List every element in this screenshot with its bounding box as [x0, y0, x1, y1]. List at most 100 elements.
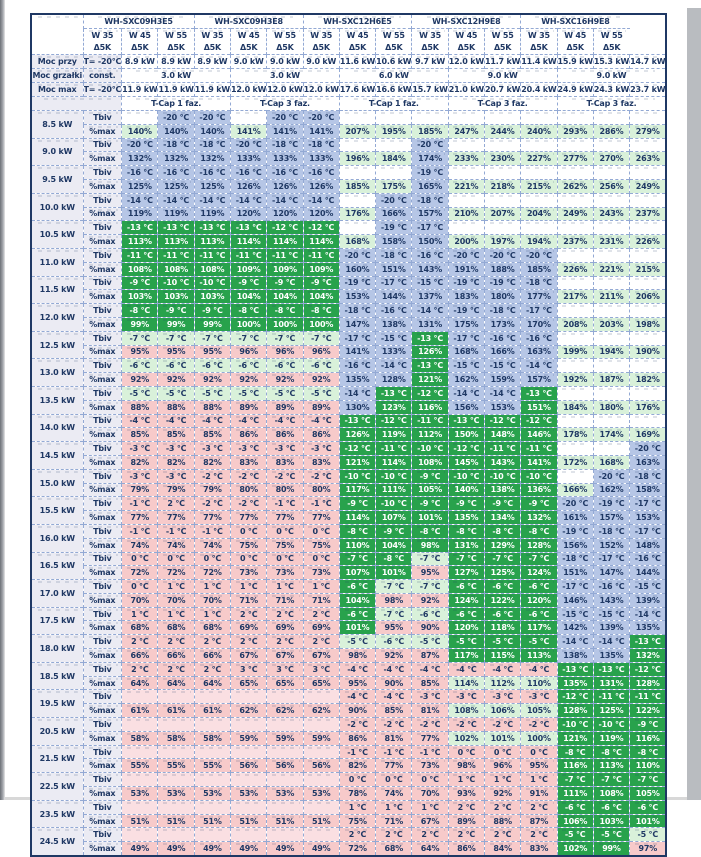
label-moc-przy: Moc przy [30, 54, 83, 69]
tbiv-cell: -12 °C [411, 385, 449, 401]
tbiv-cell [556, 137, 594, 152]
pmax-cell: 262% [556, 178, 594, 194]
pmax-cell: 211% [592, 289, 630, 304]
pmax-label: %max [82, 178, 122, 194]
tbiv-cell: -15 °C [629, 579, 667, 594]
tbiv-cell: -15 °C [411, 275, 449, 290]
col-header: W 55 Δ5K [266, 28, 304, 55]
tbiv-cell: 0 °C [230, 523, 267, 539]
tcap-label: T-Cap 3 faz. [556, 96, 667, 111]
model-name: WH-SXC12H6E5 [302, 13, 412, 29]
tbiv-cell: -6 °C [230, 358, 267, 373]
pmax-cell: 126% [411, 344, 449, 359]
page-right-shadow [687, 8, 701, 800]
max-power: 21.0 kW [447, 82, 485, 97]
tbiv-cell: -5 °C [338, 634, 376, 649]
pmax-cell: 92% [193, 372, 231, 387]
kw-label: 20.5 kW [30, 717, 83, 746]
tbiv-cell [411, 110, 449, 125]
tbiv-cell: -4 °C [375, 661, 412, 677]
tbiv-cell: 2 °C [230, 634, 267, 649]
col-header: W 45 Δ5K [556, 28, 594, 55]
tbiv-cell: -14 °C [230, 192, 267, 208]
tbiv-cell [121, 799, 158, 815]
kw-label: 8.5 kW [30, 110, 83, 139]
pmax-label: %max [82, 316, 122, 332]
pmax-cell: 90% [411, 620, 449, 635]
tbiv-cell: -13 °C [411, 330, 449, 346]
tbiv-cell [556, 358, 594, 373]
kw-label: 10.5 kW [30, 220, 83, 249]
pmax-cell: 110% [629, 758, 667, 773]
pmax-cell: 207% [483, 206, 521, 221]
tbiv-cell: -20 °C [338, 247, 376, 263]
model-name: WH-SXC16H9E8 [520, 13, 630, 29]
kw-label: 23.5 kW [30, 799, 83, 828]
pmax-cell: 226% [556, 261, 594, 277]
kw-label: 13.0 kW [30, 358, 83, 387]
tbiv-cell [520, 220, 558, 235]
pmax-cell: 68% [157, 620, 195, 635]
pmax-cell: 215% [629, 261, 667, 277]
max-power: 23.7 kW [629, 82, 667, 97]
pmax-cell: 67% [266, 648, 304, 663]
tbiv-cell: 2 °C [266, 634, 304, 649]
tbiv-cell: -5 °C [411, 634, 449, 649]
tbiv-cell: -7 °C [266, 330, 304, 346]
tbiv-cell: -14 °C [592, 634, 630, 649]
tbiv-cell: -12 °C [447, 441, 485, 456]
tbiv-cell: -14 °C [447, 385, 485, 401]
tbiv-cell: -16 °C [520, 330, 558, 346]
pmax-cell: 108% [193, 261, 231, 277]
pmax-cell: 77% [411, 730, 449, 746]
pmax-cell: 188% [483, 261, 521, 277]
tbiv-cell: -14 °C [556, 634, 594, 649]
tbiv-cell: -1 °C [411, 744, 449, 759]
pmax-cell: 152% [592, 537, 630, 552]
tbiv-cell: -7 °C [447, 551, 485, 566]
tbiv-cell: -8 °C [302, 303, 340, 318]
pmax-cell: 99% [193, 316, 231, 332]
tbiv-cell: -4 °C [338, 689, 376, 704]
tbiv-cell [556, 468, 594, 484]
pmax-cell: 233% [447, 151, 485, 166]
pmax-cell: 143% [411, 261, 449, 277]
tbiv-cell: 0 °C [338, 772, 376, 787]
tbiv-cell: -7 °C [121, 330, 158, 346]
pmax-cell: 95% [193, 344, 231, 359]
pmax-cell: 116% [629, 730, 667, 746]
tbiv-cell [157, 772, 195, 787]
tbiv-cell: -18 °C [592, 523, 630, 539]
pmax-cell: 114% [338, 510, 376, 525]
tbiv-cell: -6 °C [447, 606, 485, 621]
kw-label: 15.0 kW [30, 468, 83, 497]
tbiv-cell [338, 165, 376, 180]
tbiv-cell: -2 °C [193, 496, 231, 511]
pmax-cell: 107% [375, 510, 412, 525]
pmax-cell: 197% [483, 234, 521, 249]
tbiv-cell: -3 °C [411, 689, 449, 704]
tbiv-cell: -16 °C [338, 358, 376, 373]
tbiv-cell [193, 717, 231, 732]
pmax-cell: 92% [157, 372, 195, 387]
pmax-cell: 86% [230, 427, 267, 442]
tbiv-cell: -8 °C [230, 303, 267, 318]
pmax-cell: 77% [157, 510, 195, 525]
pmax-cell: 109% [230, 261, 267, 277]
pmax-cell: 83% [266, 454, 304, 470]
tbiv-cell: -2 °C [483, 717, 521, 732]
tbiv-cell: -18 °C [338, 303, 376, 318]
tbiv-cell: -6 °C [556, 799, 594, 815]
pmax-cell: 226% [629, 234, 667, 249]
tbiv-cell: -2 °C [266, 468, 304, 484]
pmax-cell: 64% [193, 675, 231, 690]
pmax-label: %max [82, 592, 122, 608]
pmax-label: %max [82, 537, 122, 552]
pmax-cell: 132% [157, 151, 195, 166]
pmax-cell: 163% [629, 454, 667, 470]
max-power: 11.9 kW [157, 82, 195, 97]
pmax-cell: 108% [411, 454, 449, 470]
pmax-cell: 143% [592, 592, 630, 608]
tbiv-cell: -7 °C [411, 579, 449, 594]
col-header: W 35 Δ5K [520, 28, 558, 55]
